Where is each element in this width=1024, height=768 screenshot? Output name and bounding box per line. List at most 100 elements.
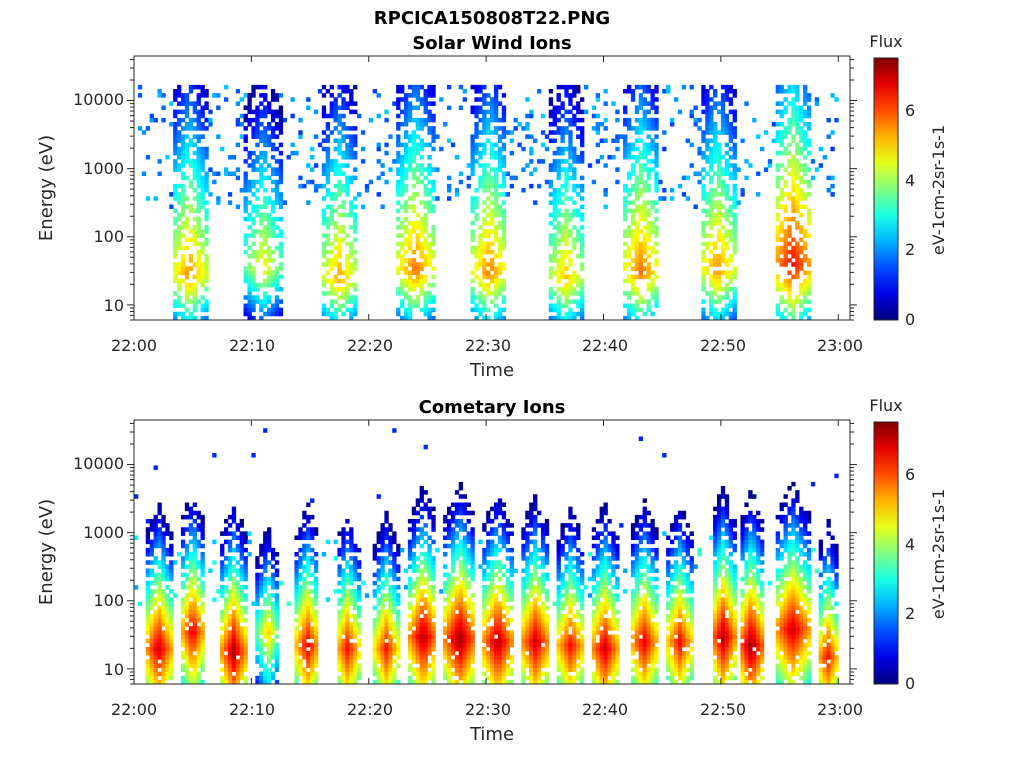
heatmap-cell [341,134,346,139]
heatmap-cell [321,183,327,189]
heatmap-cell [345,630,350,635]
heatmap-cell [767,159,773,164]
heatmap-cell [145,613,151,619]
heatmap-cell [724,126,730,131]
heatmap-cell [388,527,393,532]
heatmap-cell [478,233,483,238]
heatmap-cell [556,150,561,156]
heatmap-cell [450,679,456,685]
heatmap-cell [251,130,256,135]
heatmap-cell [263,233,268,238]
heatmap-cell [263,229,268,234]
heatmap-cell [415,618,421,623]
heatmap-cell [423,183,428,189]
heatmap-cell [407,679,413,685]
heatmap-cell [306,97,311,102]
heatmap-cell [157,589,162,594]
heatmap-cell [775,303,780,309]
heatmap-cell [200,651,205,656]
heatmap-cell [396,585,401,590]
heatmap-cell [634,159,640,164]
heatmap-cell [341,204,346,210]
heatmap-cell [427,514,432,520]
heatmap-cell [486,175,491,181]
heatmap-cell [196,171,201,177]
heatmap-cell [169,552,174,557]
heatmap-cell [443,580,448,586]
heatmap-cell [552,254,557,259]
heatmap-cell [501,295,507,300]
heatmap-cell [298,630,303,635]
heatmap-cell [478,97,483,102]
heatmap-cell [184,622,190,627]
heatmap-cell [396,564,401,569]
heatmap-cell [388,622,393,627]
heatmap-cell [493,295,499,300]
heatmap-cell [341,163,346,168]
heatmap-cell [278,287,284,292]
heatmap-cell [623,117,628,123]
heatmap-cell [200,266,205,271]
heatmap-cell [478,237,483,243]
heatmap-cell [161,560,166,565]
heatmap-cell [650,122,655,127]
heatmap-cell [341,212,346,218]
heatmap-cell [407,663,413,668]
heatmap-cell [161,679,166,685]
heatmap-cell [243,179,248,185]
heatmap-cell [188,183,194,189]
heatmap-cell [795,175,800,181]
heatmap-cell [243,556,248,561]
heatmap-cell [149,642,154,648]
heatmap-cell [423,278,428,284]
heatmap-cell [650,167,655,172]
heatmap-cell [270,221,276,226]
heatmap-cell [623,204,628,210]
heatmap-cell [646,122,651,127]
heatmap-cell [415,150,421,156]
heatmap-cell [251,84,256,90]
heatmap-cell [591,105,597,111]
heatmap-cell [411,299,417,304]
heatmap-cell [403,159,409,164]
heatmap-cell [196,634,201,640]
heatmap-cell [274,109,280,115]
heatmap-cell [177,122,182,127]
heatmap-cell [482,146,487,152]
heatmap-cell [400,547,405,553]
heatmap-cell [396,601,401,607]
heatmap-cell [349,142,354,148]
heatmap-cell [474,97,479,102]
heatmap-cell [427,543,432,549]
heatmap-cell [243,605,248,611]
heatmap-cell [392,159,397,164]
heatmap-cell [505,192,510,197]
heatmap-cell [188,626,194,631]
heatmap-cell [638,175,644,181]
heatmap-cell [192,527,197,532]
heatmap-cell [732,241,737,247]
heatmap-cell [278,93,284,98]
heatmap-cell [259,307,264,313]
heatmap-cell [803,113,808,119]
heatmap-cell [177,295,182,300]
heatmap-cell [568,93,573,98]
heatmap-cell [364,593,370,598]
heatmap-cell [681,84,687,90]
heatmap-cell [223,671,229,677]
heatmap-cell [216,196,221,201]
heatmap-cell [267,249,272,255]
heatmap-cell [564,126,569,131]
heatmap-cell [638,122,644,127]
heatmap-cell [388,597,393,602]
heatmap-cell [482,303,487,309]
heatmap-cell [583,109,589,115]
heatmap-cell [560,192,565,197]
heatmap-cell [560,146,565,152]
heatmap-cell [161,105,166,111]
heatmap-cell [255,249,260,255]
heatmap-cell [490,97,495,102]
heatmap-cell [345,258,350,263]
heatmap-cell [474,204,479,210]
heatmap-cell [447,651,452,656]
